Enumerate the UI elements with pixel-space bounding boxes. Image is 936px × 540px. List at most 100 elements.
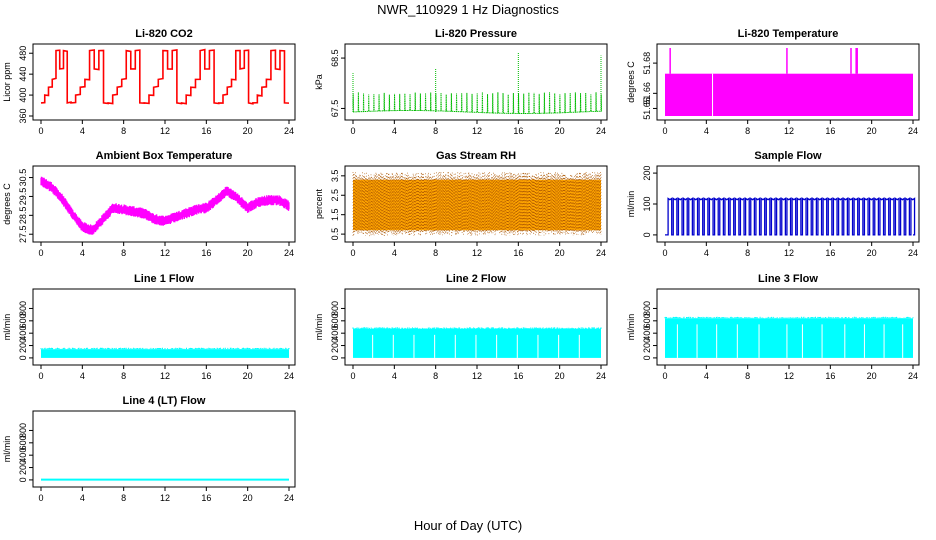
x-tick-label: 16 — [825, 126, 835, 136]
y-tick-label: 200 — [642, 166, 652, 181]
y-tick-label: 600 — [18, 435, 28, 450]
panel-line-4-lt-flow: Line 4 (LT) Flow 0 4 8 12 16 20 24 0 200400600800… — [2, 395, 296, 503]
x-tick-label: 20 — [243, 371, 253, 381]
y-tick-label: 400 — [18, 88, 28, 103]
y-axis-label: Licor ppm — [2, 62, 12, 102]
x-tick-label: 16 — [513, 371, 523, 381]
x-tick-label: 20 — [867, 248, 877, 258]
y-tick-label: 400 — [642, 326, 652, 341]
y-tick-label: 67.5 — [330, 100, 340, 118]
y-tick-label: 800 — [18, 423, 28, 438]
y-tick-label: 480 — [18, 46, 28, 61]
series-li-820-temperature — [665, 48, 913, 116]
x-tick-label: 20 — [867, 126, 877, 136]
x-tick-label: 20 — [243, 126, 253, 136]
y-tick-label: 200 — [642, 338, 652, 353]
x-tick-label: 20 — [867, 371, 877, 381]
x-tick-label: 12 — [160, 248, 170, 258]
x-tick-label: 8 — [433, 371, 438, 381]
x-tick-label: 16 — [825, 371, 835, 381]
y-tick-label: 2.5 — [330, 189, 340, 202]
flow-band — [41, 349, 289, 358]
y-tick-label: 0 — [642, 355, 652, 360]
plot-frame — [344, 288, 608, 366]
x-tick-label: 4 — [392, 248, 397, 258]
x-tick-label: 24 — [908, 126, 918, 136]
x-tick-label: 20 — [243, 248, 253, 258]
x-tick-label: 4 — [704, 371, 709, 381]
panel-title: Li-820 Pressure — [435, 28, 517, 40]
x-tick-label: 8 — [745, 126, 750, 136]
y-tick-label: 360 — [18, 108, 28, 123]
flow-band-edge — [352, 327, 602, 329]
x-tick-label: 4 — [80, 126, 85, 136]
y-tick-label: 400 — [18, 448, 28, 463]
pressure-line — [352, 92, 603, 114]
x-tick-label: 24 — [908, 248, 918, 258]
y-tick-label: 200 — [18, 460, 28, 475]
plot-frame — [656, 43, 920, 121]
x-tick-label: 8 — [745, 248, 750, 258]
x-tick-label: 16 — [201, 248, 211, 258]
y-axis-label: degrees C — [2, 183, 12, 225]
panel-sample-flow: Sample Flow 0 4 8 12 16 20 24 0 100 200 ml/min — [626, 150, 920, 258]
panel-li-820-pressure: Li-820 Pressure 0 4 8 12 16 20 24 67.5 68.5 kPa — [314, 28, 608, 136]
y-tick-label: 51.65 — [642, 97, 652, 120]
y-tick-label: 51.68 — [642, 52, 652, 75]
panel-title: Line 2 Flow — [446, 273, 506, 285]
panel-li-820-co2: Li-820 CO2 0 4 8 12 16 20 24 360 400 440 480 Licor p… — [2, 28, 296, 136]
panel-title: Li-820 Temperature — [738, 28, 839, 40]
x-tick-label: 12 — [472, 248, 482, 258]
y-tick-label: 1.5 — [330, 208, 340, 221]
panel-title: Line 3 Flow — [758, 273, 818, 285]
x-tick-label: 20 — [555, 126, 565, 136]
box-temperature-line — [40, 176, 290, 235]
x-tick-label: 4 — [392, 126, 397, 136]
x-tick-label: 12 — [160, 126, 170, 136]
flow-band-edge — [664, 316, 914, 319]
x-tick-label: 20 — [555, 371, 565, 381]
x-tick-label: 12 — [784, 248, 794, 258]
x-tick-label: 0 — [38, 126, 43, 136]
y-tick-label: 440 — [18, 67, 28, 82]
y-tick-label: 800 — [642, 301, 652, 316]
y-axis-label: kPa — [314, 74, 324, 90]
x-tick-label: 4 — [80, 493, 85, 503]
x-tick-label: 12 — [160, 371, 170, 381]
series-line-1-flow — [40, 347, 290, 358]
x-tick-label: 8 — [121, 126, 126, 136]
y-tick-label: 800 — [18, 301, 28, 316]
panel-title: Ambient Box Temperature — [96, 150, 233, 162]
x-tick-label: 24 — [908, 371, 918, 381]
y-axis-label: ml/min — [626, 191, 636, 218]
page-title: NWR_110929 1 Hz Diagnostics — [377, 2, 559, 17]
y-tick-label: 600 — [642, 313, 652, 328]
series-ambient-box-temperature — [40, 176, 290, 235]
x-tick-label: 12 — [160, 493, 170, 503]
x-tick-label: 8 — [433, 126, 438, 136]
series-line-3-flow — [664, 316, 914, 358]
x-tick-label: 0 — [350, 371, 355, 381]
x-tick-label: 0 — [350, 248, 355, 258]
y-tick-label: 0 — [330, 355, 340, 360]
x-tick-label: 0 — [350, 126, 355, 136]
y-tick-label: 600 — [330, 313, 340, 328]
y-tick-label: 400 — [18, 326, 28, 341]
y-tick-label: 0 — [642, 232, 652, 237]
x-tick-label: 0 — [38, 493, 43, 503]
x-tick-label: 20 — [243, 493, 253, 503]
x-tick-label: 24 — [596, 248, 606, 258]
plot-frame — [32, 165, 296, 243]
x-tick-label: 16 — [201, 493, 211, 503]
x-tick-label: 24 — [284, 493, 294, 503]
series-li-820-co2 — [40, 48, 290, 105]
x-tick-label: 24 — [596, 126, 606, 136]
panel-ambient-box-temperature: Ambient Box Temperature 0 4 8 12 16 20 24 27.528… — [2, 150, 296, 258]
x-tick-label: 16 — [513, 126, 523, 136]
x-tick-label: 4 — [392, 371, 397, 381]
y-axis-label: ml/min — [626, 314, 636, 341]
